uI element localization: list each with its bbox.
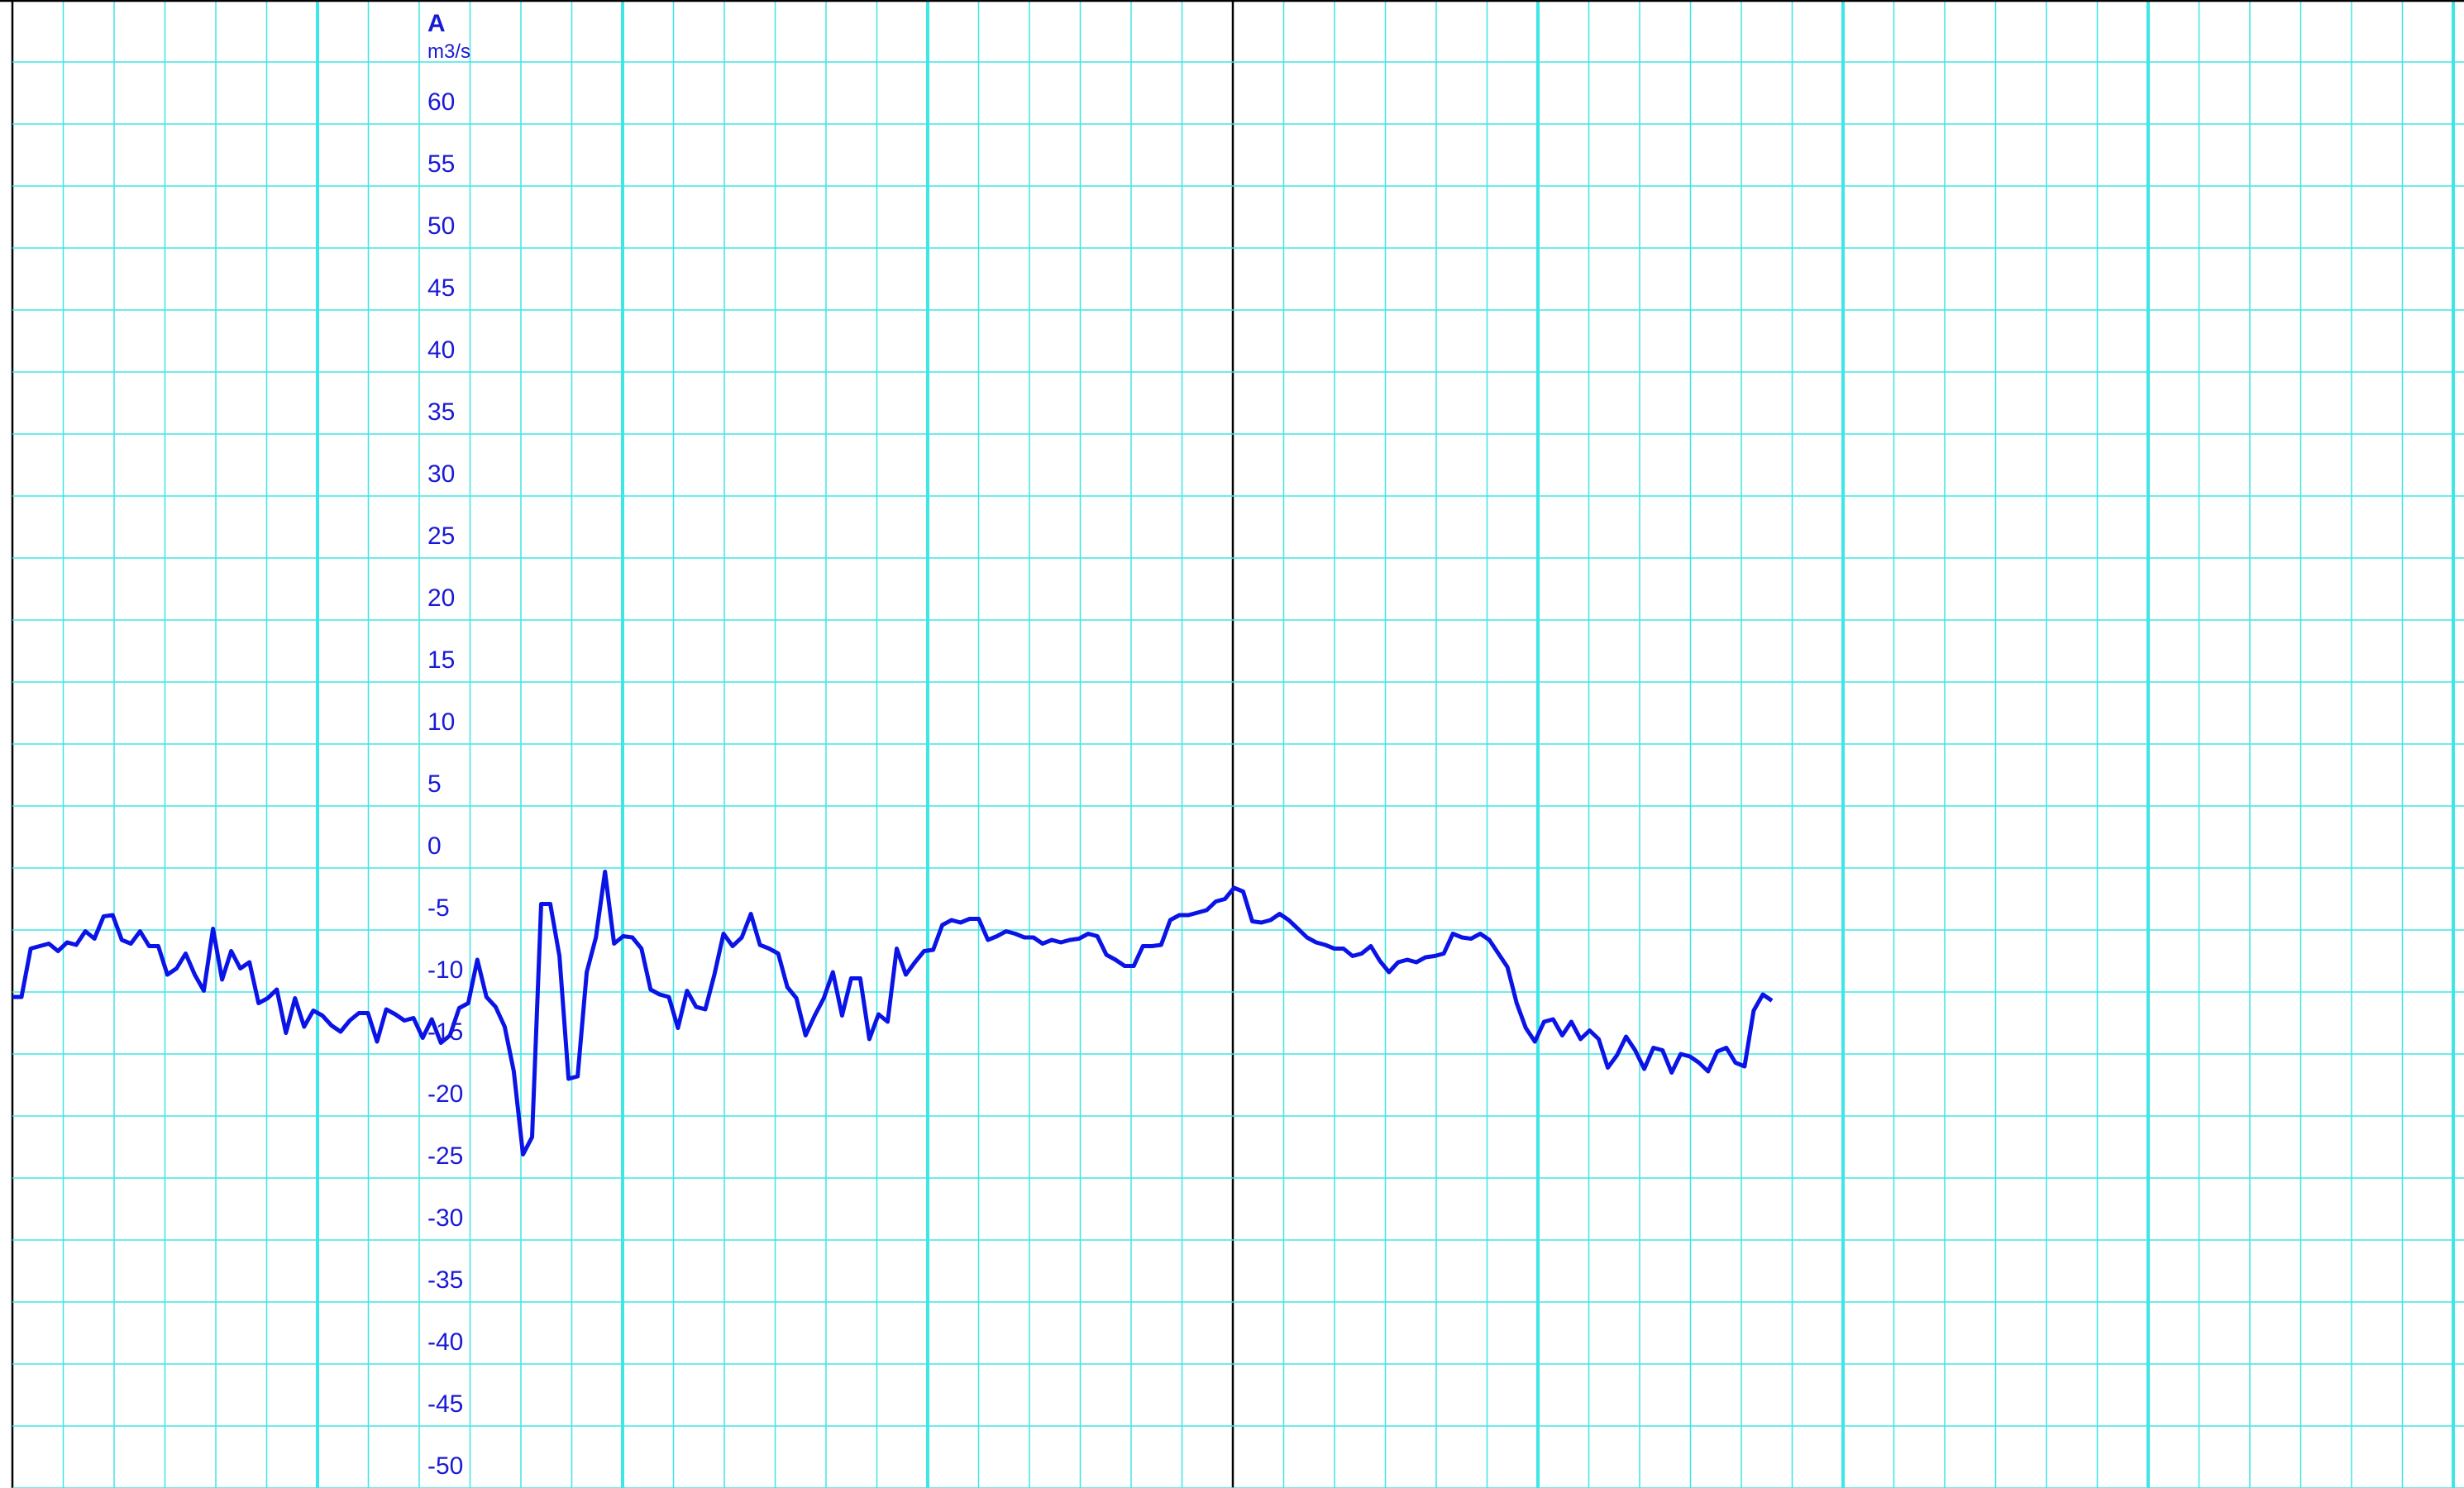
plot [12,870,1774,1157]
y-tick-label: 20 [427,584,455,612]
y-tick-label: 10 [427,708,455,736]
y-tick-label: -25 [427,1142,463,1170]
y-tick-label: -45 [427,1390,463,1418]
y-tick-label: 5 [427,770,442,798]
y-tick-label: -15 [427,1018,463,1046]
trend-line [12,870,1774,1157]
y-tick-label: 50 [427,212,455,240]
y-tick-label: 0 [427,832,442,860]
y-tick-label: -5 [427,894,450,922]
chart-title: A [427,10,446,37]
y-tick-label: 25 [427,522,455,550]
y-axis-unit: m3/s [427,41,470,63]
y-tick-label: 45 [427,274,455,302]
y-tick-label: 55 [427,150,455,178]
y-tick-label: -30 [427,1204,463,1232]
y-tick-label: 35 [427,398,455,426]
y-tick-label: -40 [427,1328,463,1356]
y-tick-label: 60 [427,88,455,116]
y-tick-label: 40 [427,336,455,364]
y-tick-label: -35 [427,1266,463,1294]
y-tick-label: -20 [427,1080,463,1108]
y-tick-label: 15 [427,646,455,674]
y-tick-label: -10 [427,956,463,984]
y-tick-label: -50 [427,1452,463,1480]
y-tick-label: 30 [427,460,455,488]
